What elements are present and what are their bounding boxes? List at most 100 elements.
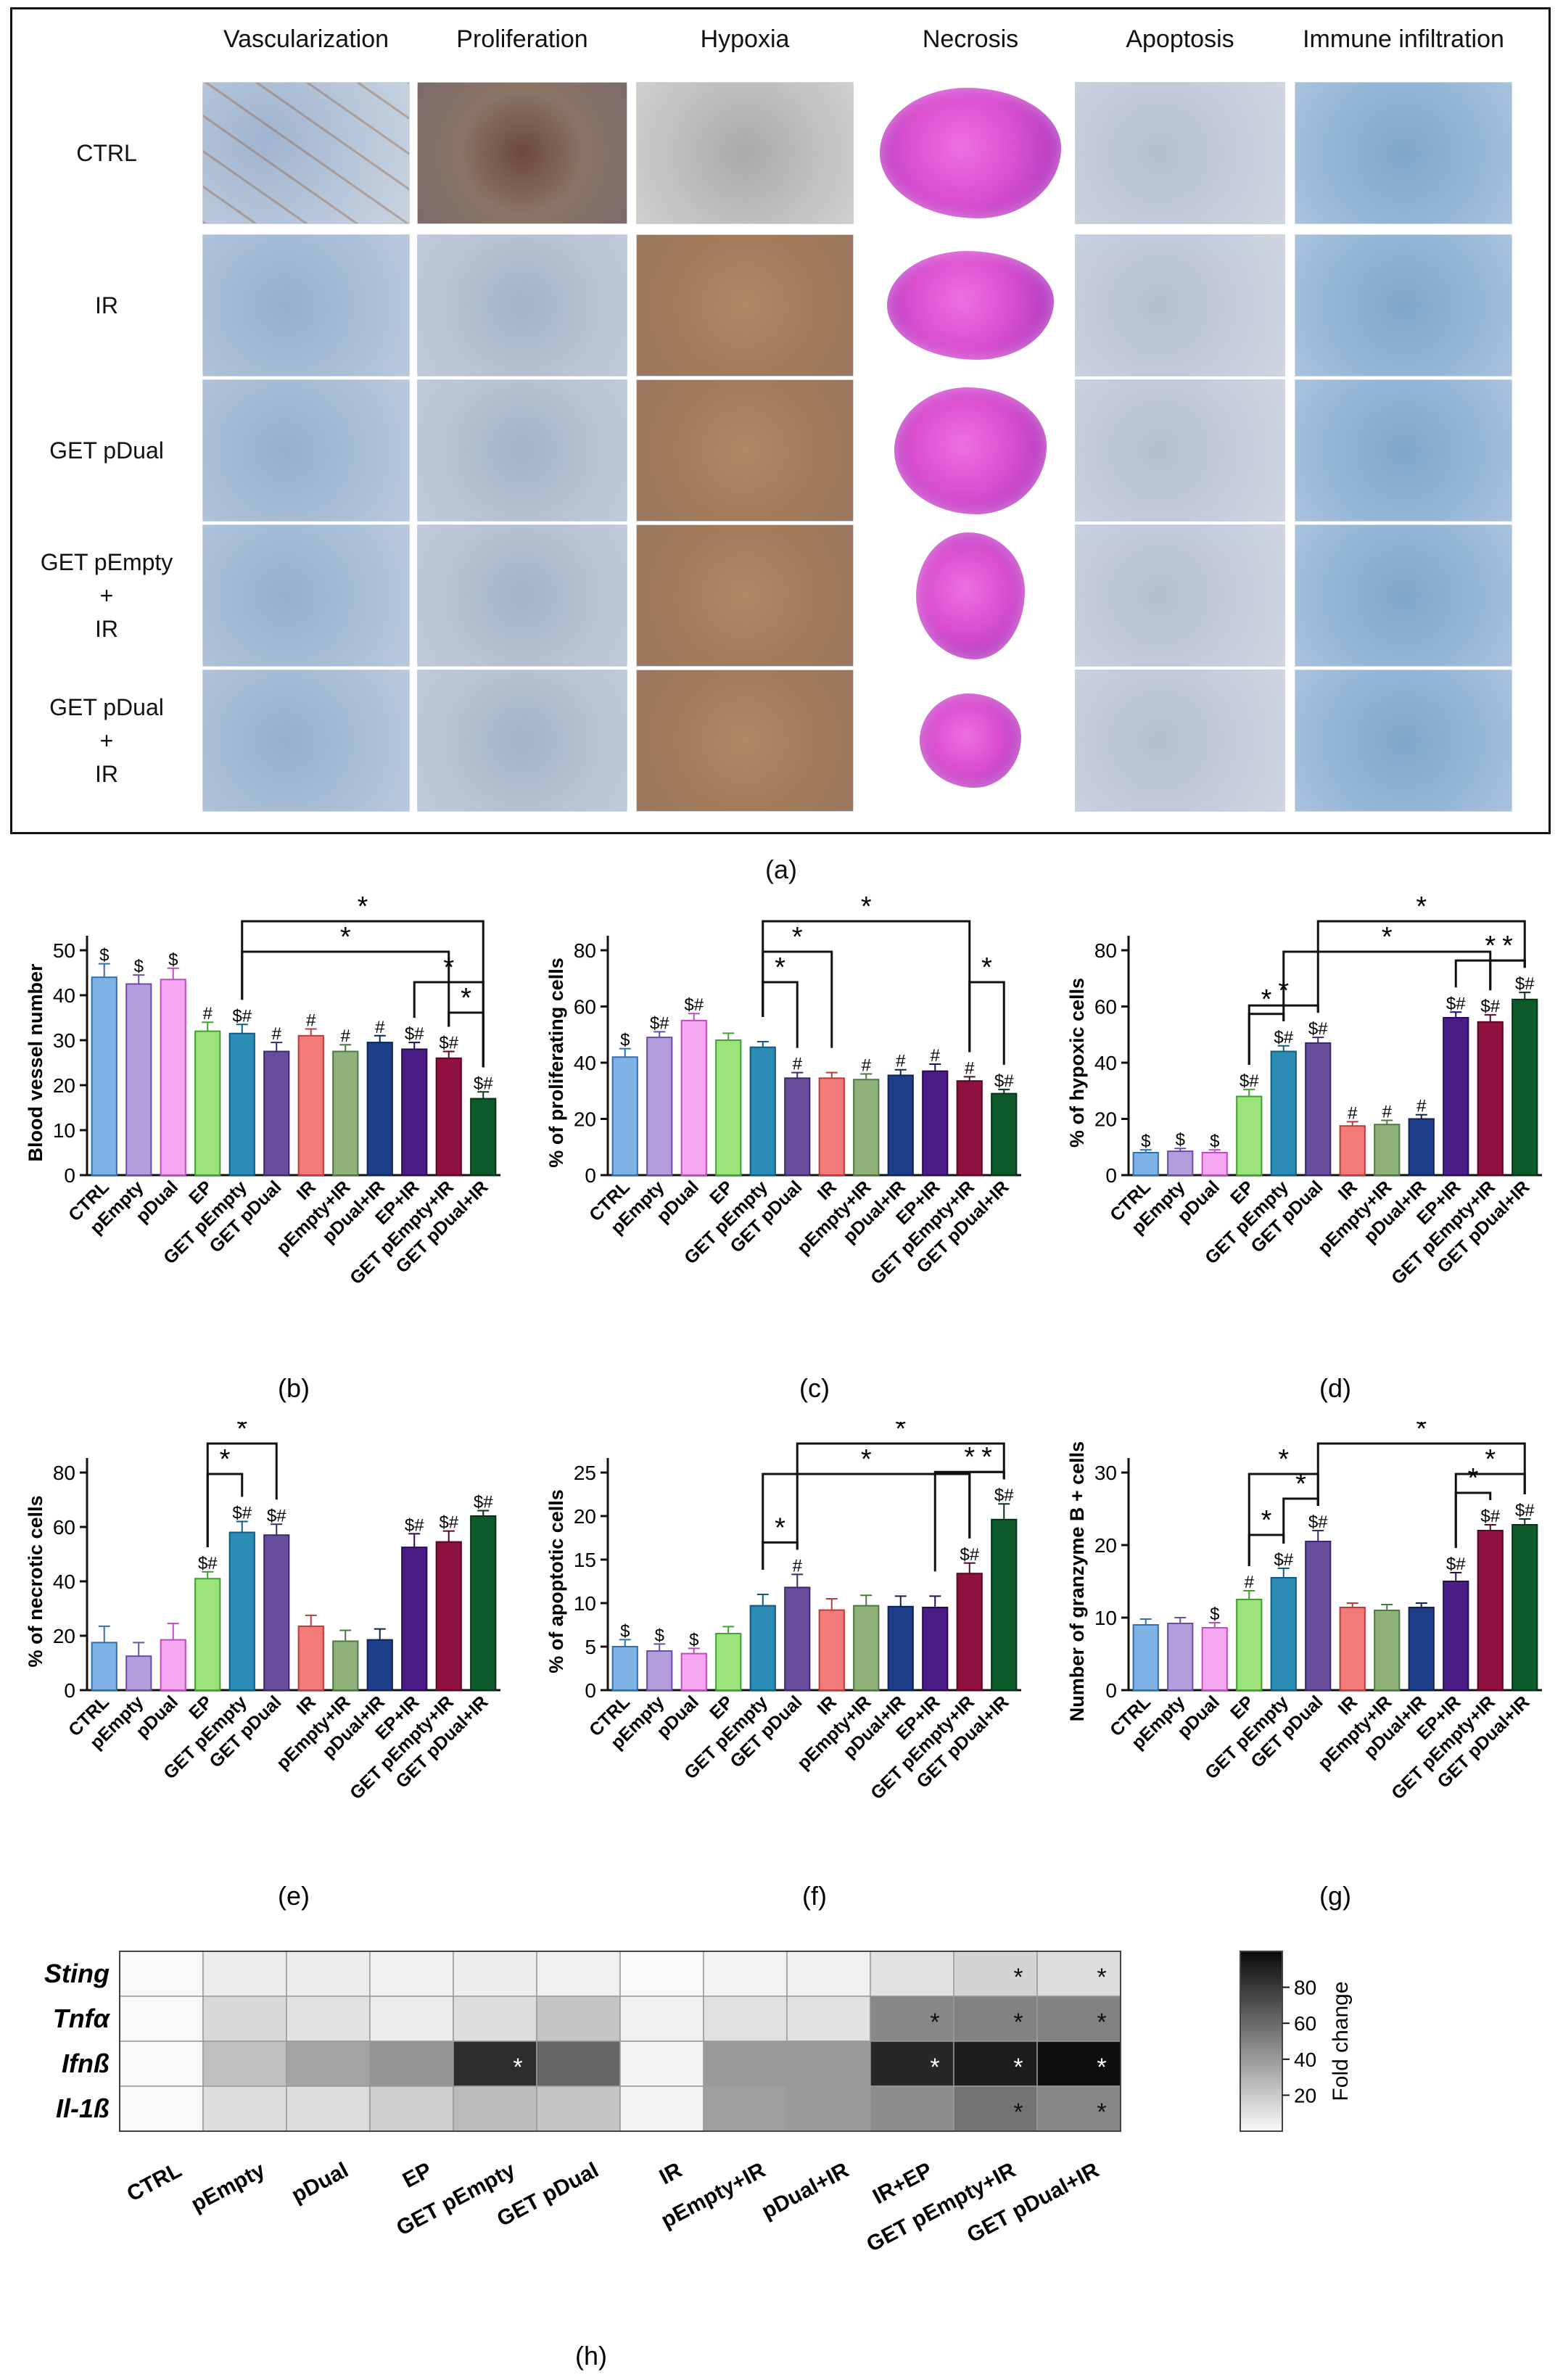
micrograph-image <box>1295 379 1512 522</box>
heatmap-significance-star: * <box>1013 2009 1023 2036</box>
micrograph-image <box>202 379 410 522</box>
heatmap-cell <box>453 1996 537 2042</box>
bar <box>715 1039 742 1176</box>
heatmap-border <box>119 1951 1121 2132</box>
significance-mark: # <box>793 1556 803 1576</box>
bar <box>125 983 152 1176</box>
heatmap-cell <box>453 2041 537 2087</box>
micrograph-image <box>636 524 854 667</box>
bar <box>435 1541 462 1691</box>
heatmap-cell <box>786 2041 871 2087</box>
bar <box>1236 1095 1263 1176</box>
significance-mark: $ <box>1176 1130 1185 1150</box>
column-header: Proliferation <box>456 25 588 53</box>
heatmap-significance-star: * <box>1097 2054 1106 2081</box>
necrosis-section-image <box>865 379 1076 522</box>
heatmap-column-label: pDual+IR <box>758 2158 853 2224</box>
bar <box>228 1032 255 1176</box>
heatmap-cell <box>119 2085 204 2132</box>
y-axis-label: Blood vessel number <box>25 963 46 1162</box>
row-label: CTRL <box>76 140 137 166</box>
heatmap-column-label: GET pEmpty+IR <box>862 2158 1020 2257</box>
significance-bracket <box>968 981 1005 1065</box>
bar <box>401 1048 428 1176</box>
necrosis-section-image <box>865 234 1076 376</box>
column-header: Hypoxia <box>700 25 790 53</box>
bar <box>470 1515 497 1691</box>
micrograph-image <box>417 379 627 522</box>
significance-mark: # <box>965 1058 975 1078</box>
heatmap-cell <box>286 2085 371 2132</box>
y-tick-label: 0 <box>585 1164 596 1187</box>
micrograph-image <box>636 82 854 224</box>
bar <box>1305 1042 1332 1176</box>
significance-mark: # <box>1348 1103 1358 1123</box>
y-tick-label: 40 <box>53 984 75 1007</box>
y-tick-label: 80 <box>53 1462 75 1484</box>
bar <box>1270 1050 1297 1176</box>
bar <box>749 1605 776 1692</box>
y-tick-label: 20 <box>53 1074 75 1097</box>
micrograph-image <box>1075 670 1285 812</box>
significance-star: * <box>1416 892 1427 922</box>
micrograph-image <box>202 234 410 376</box>
bar <box>435 1057 462 1176</box>
heatmap-cell <box>536 1996 621 2042</box>
heatmap-cell <box>870 2085 954 2132</box>
y-tick-label: 60 <box>1094 996 1117 1018</box>
bar <box>194 1030 221 1176</box>
micrograph-image <box>417 82 627 224</box>
significance-star: * <box>861 1444 872 1475</box>
bar <box>853 1079 880 1176</box>
bar <box>194 1578 221 1691</box>
significance-mark: $# <box>650 1013 669 1033</box>
bar <box>1512 1524 1538 1691</box>
row-label: GET pDual <box>49 437 164 464</box>
bar <box>680 1652 707 1692</box>
bar <box>1236 1599 1263 1691</box>
significance-mark: $ <box>134 957 144 976</box>
significance-star: * <box>358 892 368 922</box>
row-label: GET pEmpty + IR <box>40 549 173 642</box>
y-tick-label: 10 <box>53 1119 75 1142</box>
significance-mark: # <box>931 1046 941 1066</box>
bar <box>1408 1118 1435 1176</box>
significance-bracket <box>1247 1533 1285 1566</box>
y-tick-label: 15 <box>574 1549 596 1571</box>
bar <box>611 1056 638 1176</box>
panel-label: (c) <box>799 1373 830 1403</box>
bar <box>228 1531 255 1691</box>
significance-bracket <box>796 1442 1005 1550</box>
significance-bracket <box>968 1470 1005 1539</box>
significance-star: * <box>236 1422 247 1444</box>
column-header: Apoptosis <box>1126 25 1234 53</box>
bar <box>1270 1577 1297 1691</box>
chart-h-heatmap: Sting * *Tnfα * * *Ifnß * * * *Il-1ß * *CTRL pEmpty p… <box>44 1951 1353 2371</box>
significance-star: * <box>220 1444 231 1475</box>
significance-star: * <box>1261 1505 1272 1536</box>
necrosis-section-image <box>865 82 1076 224</box>
heatmap-column-label: CTRL <box>123 2158 186 2207</box>
significance-mark: $# <box>1308 1512 1328 1532</box>
bar <box>611 1646 638 1691</box>
micrograph-image <box>417 670 627 812</box>
bar <box>1167 1623 1194 1691</box>
bar <box>991 1518 1018 1691</box>
heatmap-row-label: Tnfα <box>53 2004 111 2033</box>
significance-mark: # <box>272 1024 282 1044</box>
x-tick-label: IR <box>1335 1177 1361 1203</box>
panel-label: (g) <box>1319 1881 1351 1911</box>
bar <box>1374 1610 1401 1691</box>
bar <box>784 1586 811 1691</box>
significance-mark: $# <box>994 1486 1014 1505</box>
significance-mark: $# <box>232 1504 252 1523</box>
heatmap-cell <box>202 1996 287 2042</box>
bar <box>1477 1530 1504 1691</box>
bar <box>818 1609 845 1692</box>
significance-mark: $ <box>99 946 109 965</box>
significance-mark: $# <box>1274 1550 1293 1570</box>
bar <box>922 1070 949 1176</box>
